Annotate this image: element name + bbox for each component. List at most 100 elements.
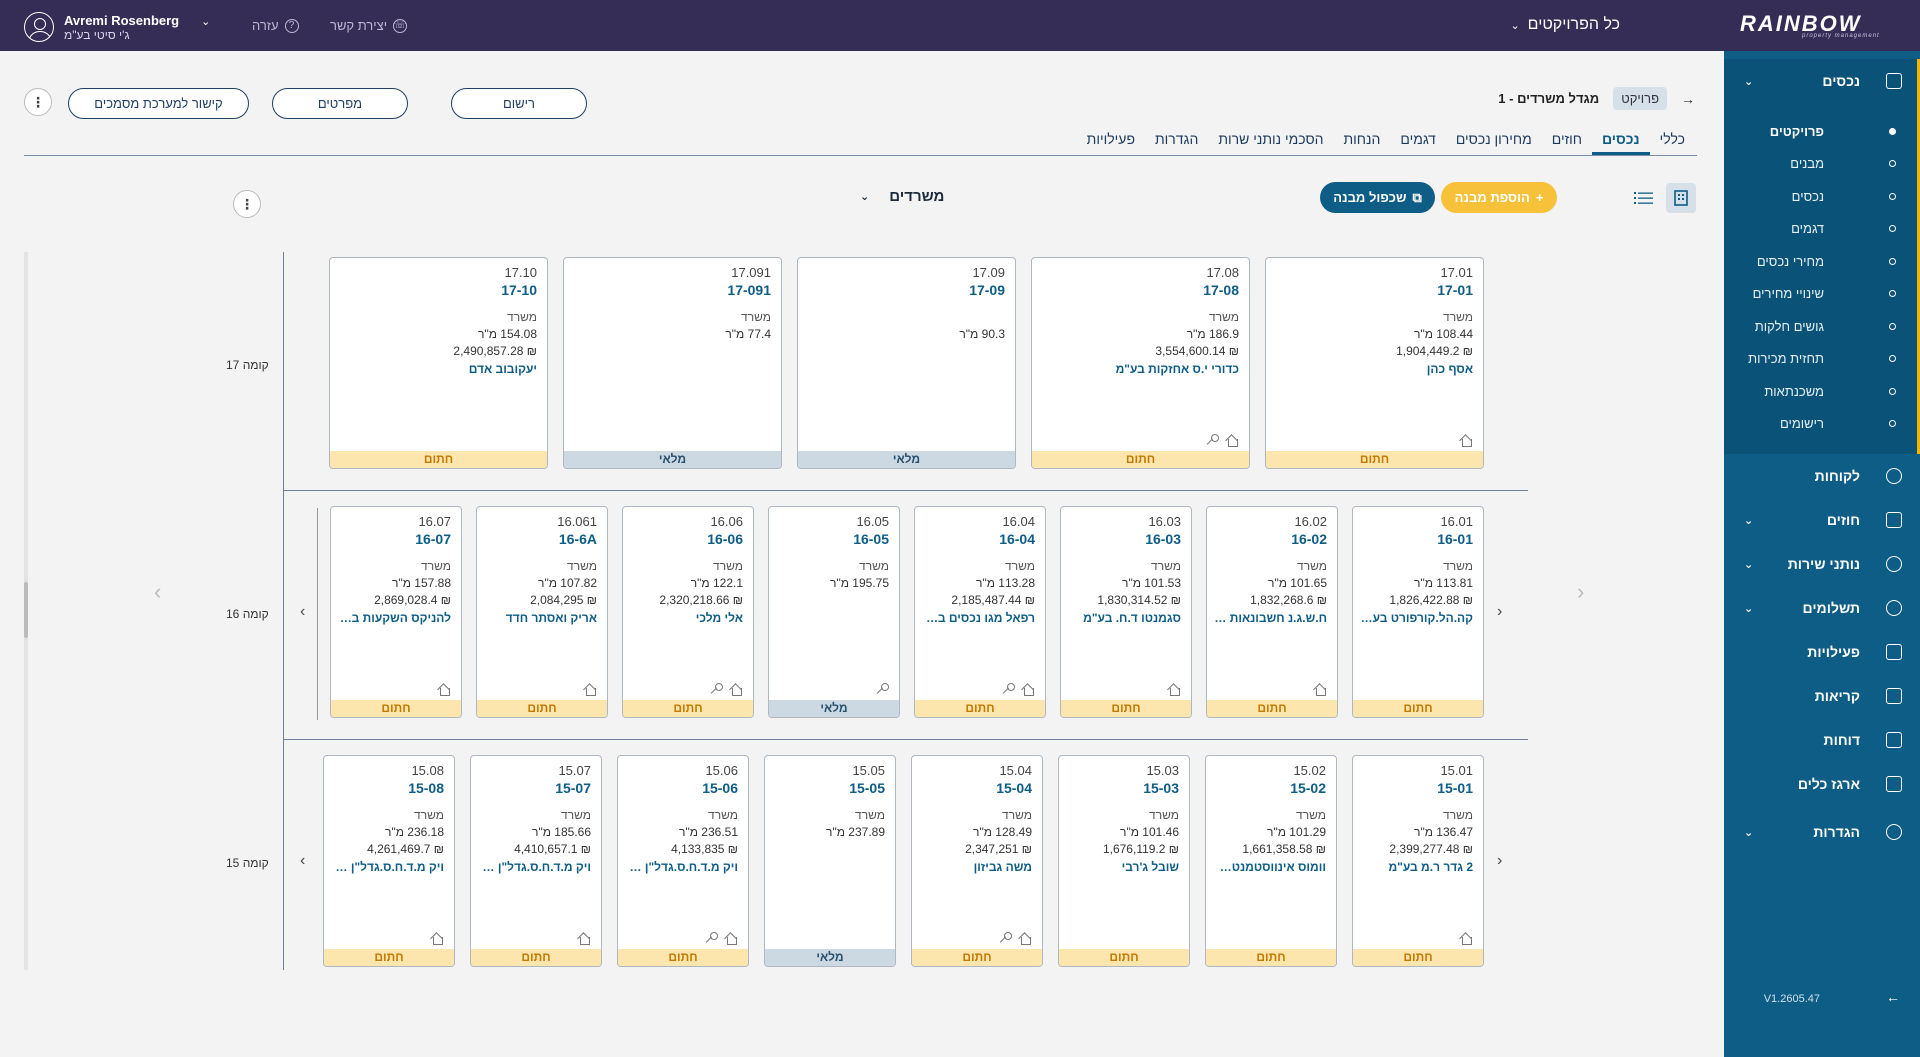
unit-card[interactable]: 16.01 16-01 משרד 113.81 מ"ר ₪ 1,826,422.88 קה… xyxy=(1352,506,1484,718)
unit-card[interactable]: 17.091 17-091 משרד 77.4 מ"ר מלאי xyxy=(563,257,782,469)
more-options-icon[interactable]: ⋮ xyxy=(233,190,261,218)
unit-card[interactable]: 17.01 17-01 משרד 108.44 מ"ר ₪ 1,904,449.2 אסף… xyxy=(1265,257,1484,469)
scroll-left-arrow-icon[interactable]: ‹ xyxy=(300,852,306,869)
unit-owner[interactable]: להניקס השקעות בע"מ xyxy=(337,611,451,625)
unit-card[interactable]: 15.03 15-03 משרד 101.46 מ"ר ₪ 1,676,119.2 שוב… xyxy=(1058,755,1190,967)
unit-card[interactable]: 17.09 17-09 90.3 מ"ר מלאי xyxy=(797,257,1016,469)
scrollbar-thumb[interactable] xyxy=(24,582,28,638)
unit-card[interactable]: 16.03 16-03 משרד 101.53 מ"ר ₪ 1,830,314.52 סג… xyxy=(1060,506,1192,718)
user-menu[interactable]: Avremi Rosenberg ג'י סיטי בע"מ ⌄ xyxy=(24,12,210,42)
unit-card[interactable]: 16.061 16-6A משרד 107.82 מ"ר ₪ 2,084,295 אריק… xyxy=(476,506,608,718)
unit-card[interactable]: 16.05 16-05 משרד 195.75 מ"ר מלאי xyxy=(768,506,900,718)
projects-dropdown[interactable]: כל הפרויקטים ⌄ xyxy=(1510,16,1620,34)
sidebar-item-payments[interactable]: תשלומים ⌄ xyxy=(1724,586,1920,630)
tab-item[interactable]: כללי xyxy=(1659,131,1685,147)
key-icon xyxy=(1001,683,1015,695)
sidebar-subitem[interactable]: נכסים xyxy=(1724,180,1920,213)
sidebar-item-assets[interactable]: נכסים ⌄ xyxy=(1724,59,1920,103)
sidebar-item-reports[interactable]: דוחות xyxy=(1724,718,1920,762)
scroll-right-arrow-icon[interactable]: › xyxy=(1497,852,1503,869)
sidebar-item-toolbox[interactable]: ארגז כלים xyxy=(1724,762,1920,806)
page-prev-arrow-icon[interactable]: ‹ xyxy=(154,579,162,604)
unit-owner[interactable]: 2 גדר ר.מ בע"מ xyxy=(1388,860,1473,874)
unit-owner[interactable]: קה.הל.קורפורט בע"מ xyxy=(1359,611,1473,625)
unit-type-dropdown[interactable]: משרדים ⌄ xyxy=(860,188,944,205)
tab-item[interactable]: הסכמי נותני שרות xyxy=(1218,131,1324,147)
sidebar-item-calls[interactable]: קריאות xyxy=(1724,674,1920,718)
unit-card[interactable]: 15.04 15-04 משרד 128.49 מ"ר ₪ 2,347,251 משה ג… xyxy=(911,755,1043,967)
sidebar-subitem[interactable]: פרויקטים xyxy=(1724,115,1920,148)
back-arrow-icon[interactable]: → xyxy=(1681,90,1695,107)
tab-item[interactable]: מחירון נכסים xyxy=(1455,131,1532,147)
page-next-arrow-icon[interactable]: › xyxy=(1577,579,1585,604)
sidebar-item-activities[interactable]: פעילויות xyxy=(1724,630,1920,674)
sidebar-item-contracts[interactable]: חוזים ⌄ xyxy=(1724,498,1920,542)
tab-item[interactable]: נכסים xyxy=(1592,131,1650,155)
unit-card[interactable]: 15.05 15-05 משרד 237.89 מ"ר מלאי xyxy=(764,755,896,967)
more-options-icon[interactable]: ⋮ xyxy=(24,88,52,116)
unit-owner[interactable]: וומוס אינווסטמנטס בע"מ xyxy=(1212,860,1326,874)
sidebar-item-providers[interactable]: נותני שירות ⌄ xyxy=(1724,542,1920,586)
scroll-left-arrow-icon[interactable]: ‹ xyxy=(300,603,306,620)
unit-card[interactable]: 15.06 15-06 משרד 236.51 מ"ר ₪ 4,133,835 ויק מ… xyxy=(617,755,749,967)
unit-owner[interactable]: שובל ג'רבי xyxy=(1121,860,1179,874)
rainbow-logo[interactable]: RAINBOW property management xyxy=(1740,13,1880,40)
add-building-button[interactable]: + הוספת מבנה xyxy=(1441,182,1557,213)
duplicate-building-button[interactable]: ⧉ שכפול מבנה xyxy=(1320,182,1435,213)
sidebar-subitem[interactable]: גושים חלקות xyxy=(1724,310,1920,343)
unit-owner[interactable]: ויק מ.ד.ח.ס.גדל"ן בע"מ xyxy=(330,860,444,874)
unit-owner[interactable]: רפאל מגו נכסים בע"מ xyxy=(921,611,1035,625)
unit-card[interactable]: 15.07 15-07 משרד 185.66 מ"ר ₪ 4,410,657.1 ויק… xyxy=(470,755,602,967)
unit-card[interactable]: 16.06 16-06 משרד 122.1 מ"ר ₪ 2,320,218.66 אלי… xyxy=(622,506,754,718)
sidebar-item-settings[interactable]: הגדרות ⌄ xyxy=(1724,810,1920,854)
help-link[interactable]: ? עזרה xyxy=(252,18,299,33)
unit-card[interactable]: 16.07 16-07 משרד 157.88 מ"ר ₪ 2,869,028.4 להנ… xyxy=(330,506,462,718)
unit-icons xyxy=(437,683,451,696)
collapse-arrow-icon[interactable]: ← xyxy=(1886,989,1900,1005)
tab-item[interactable]: הגדרות xyxy=(1155,131,1199,147)
sidebar-subitem[interactable]: מחירי נכסים xyxy=(1724,245,1920,278)
unit-owner[interactable]: אריק ואסתר חדד xyxy=(505,611,597,625)
unit-type-label: משרדים xyxy=(889,188,945,205)
tab-item[interactable]: הנחות xyxy=(1343,131,1381,147)
unit-owner[interactable]: ח.ש.ג.נ חשבונאות בע"מ xyxy=(1213,611,1327,625)
unit-owner[interactable]: ויק מ.ד.ח.ס.גדל"ן בע"מ xyxy=(477,860,591,874)
unit-card[interactable]: 16.02 16-02 משרד 101.65 מ"ר ₪ 1,832,268.6 ח.ש… xyxy=(1206,506,1338,718)
unit-card[interactable]: 15.01 15-01 משרד 136.47 מ"ר ₪ 2,399,277.48 2 … xyxy=(1352,755,1484,967)
unit-area: 101.29 מ"ר xyxy=(1267,825,1326,839)
sidebar-item-customers[interactable]: לקוחות xyxy=(1724,454,1920,498)
tab-item[interactable]: חוזים xyxy=(1551,131,1582,147)
unit-owner[interactable]: אסף כהן xyxy=(1426,362,1473,376)
tab-item[interactable]: פעילויות xyxy=(1086,131,1135,147)
list-view-button[interactable] xyxy=(1629,183,1659,213)
unit-owner[interactable]: סגמנטו ד.ח. בע"מ xyxy=(1083,611,1181,625)
register-button[interactable]: רישום xyxy=(451,88,587,119)
duplicate-building-label: שכפול מבנה xyxy=(1333,190,1407,205)
unit-owner[interactable]: משה גביזון xyxy=(973,860,1032,874)
tab-item[interactable]: דגמים xyxy=(1400,131,1436,147)
unit-area: 237.89 מ"ר xyxy=(826,825,885,839)
vertical-scrollbar[interactable] xyxy=(24,252,28,970)
unit-owner[interactable]: יעקובוב אדם xyxy=(468,362,537,376)
sidebar-subitem[interactable]: משכנתאות xyxy=(1724,375,1920,408)
floor-divider xyxy=(283,252,284,491)
sidebar-subitem[interactable]: תחזית מכירות xyxy=(1724,343,1920,376)
docs-link-button[interactable]: קישור למערכת מסמכים xyxy=(68,88,249,119)
sidebar-subitem[interactable]: מבנים xyxy=(1724,148,1920,181)
unit-owner[interactable]: אלי מלכי xyxy=(695,611,743,625)
sidebar-subitem[interactable]: שינויי מחירים xyxy=(1724,278,1920,311)
unit-card[interactable]: 17.08 17-08 משרד 186.9 מ"ר ₪ 3,554,600.14 כדו… xyxy=(1031,257,1250,469)
sidebar-subitem[interactable]: דגמים xyxy=(1724,213,1920,246)
unit-card[interactable]: 15.02 15-02 משרד 101.29 מ"ר ₪ 1,661,358.58 וו… xyxy=(1205,755,1337,967)
unit-card[interactable]: 15.08 15-08 משרד 236.18 מ"ר ₪ 4,261,469.7 ויק… xyxy=(323,755,455,967)
scroll-right-arrow-icon[interactable]: › xyxy=(1497,603,1503,620)
contact-link[interactable]: ☏ יצירת קשר xyxy=(330,18,408,33)
unit-owner[interactable]: כדורי י.ס אחזקות בע"מ xyxy=(1115,362,1239,376)
breadcrumb-project[interactable]: פרויקט xyxy=(1613,87,1667,110)
grid-view-button[interactable] xyxy=(1666,183,1696,213)
unit-card[interactable]: 16.04 16-04 משרד 113.28 מ"ר ₪ 2,185,487.44 רפ… xyxy=(914,506,1046,718)
sidebar-subitem[interactable]: רישומים xyxy=(1724,408,1920,441)
unit-card[interactable]: 17.10 17-10 משרד 154.08 מ"ר ₪ 2,490,857.28 יע… xyxy=(329,257,548,469)
unit-owner[interactable]: ויק מ.ד.ח.ס.גדל"ן בע"מ xyxy=(624,860,738,874)
specs-button[interactable]: מפרטים xyxy=(272,88,408,119)
